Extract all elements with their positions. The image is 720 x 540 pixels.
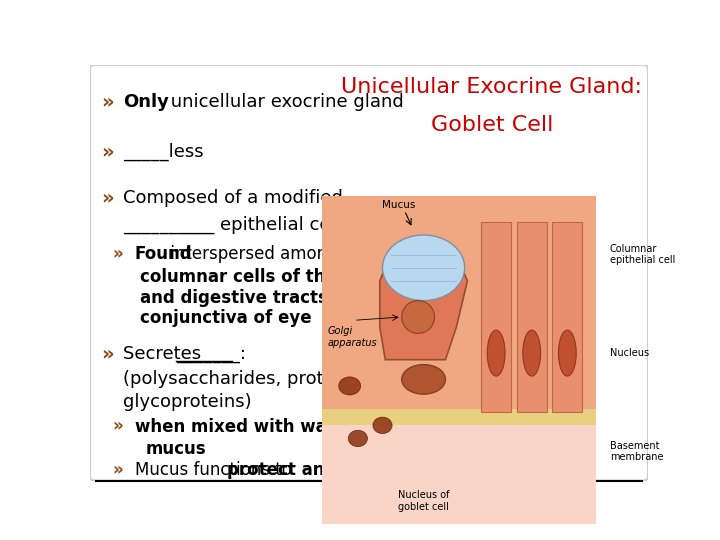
Ellipse shape [338, 377, 361, 395]
Ellipse shape [348, 430, 367, 447]
Bar [481, 222, 511, 412]
Text: Basement
membrane: Basement membrane [610, 441, 663, 462]
Text: mucus: mucus [145, 441, 207, 458]
Ellipse shape [487, 330, 505, 376]
Text: and digestive tracts and: and digestive tracts and [140, 289, 369, 307]
Text: »: » [101, 345, 114, 363]
Ellipse shape [402, 364, 446, 394]
Text: when mixed with water →: when mixed with water → [135, 417, 374, 436]
Text: »: » [112, 417, 123, 436]
Text: »: » [112, 245, 123, 263]
Text: Unicellular Exocrine Gland:: Unicellular Exocrine Gland: [341, 77, 642, 97]
Bar [323, 195, 596, 524]
Text: Nucleus: Nucleus [610, 348, 649, 358]
Text: »: » [101, 93, 114, 112]
Text: conjunctiva of eye: conjunctiva of eye [140, 309, 312, 327]
Ellipse shape [373, 417, 392, 434]
Text: Found: Found [135, 245, 192, 263]
Text: »: » [101, 143, 114, 161]
Text: Goblet Cell: Goblet Cell [431, 114, 553, 134]
Text: Mucus functions to: Mucus functions to [135, 461, 297, 479]
Text: unicellular exocrine gland: unicellular exocrine gland [166, 93, 404, 111]
Ellipse shape [523, 330, 541, 376]
Text: Columnar
epithelial cell: Columnar epithelial cell [610, 244, 675, 266]
Text: Only: Only [124, 93, 169, 111]
Text: »: » [112, 461, 123, 479]
Text: interspersed among the: interspersed among the [166, 245, 371, 263]
Polygon shape [379, 255, 467, 360]
Text: _____less: _____less [124, 143, 204, 161]
Text: Secretes: Secretes [124, 345, 207, 363]
Bar [323, 418, 596, 524]
Text: columnar cells of the respiratory: columnar cells of the respiratory [140, 268, 448, 286]
Ellipse shape [402, 301, 435, 333]
Text: Composed of a modified: Composed of a modified [124, 189, 343, 207]
Text: _______:: _______: [176, 345, 246, 363]
Text: »: » [101, 188, 114, 207]
Text: Mucus: Mucus [382, 200, 415, 211]
Ellipse shape [559, 330, 576, 376]
Bar [552, 222, 582, 412]
Ellipse shape [382, 235, 464, 301]
Text: __________ epithelial cell.: __________ epithelial cell. [124, 216, 347, 234]
Text: protect and: protect and [227, 461, 336, 479]
Text: (polysaccharides, proteins, and: (polysaccharides, proteins, and [124, 370, 407, 388]
FancyBboxPatch shape [90, 65, 648, 481]
Text: glycoproteins): glycoproteins) [124, 393, 252, 410]
Text: Golgi
apparatus: Golgi apparatus [328, 326, 377, 348]
Bar [323, 409, 596, 426]
Text: Nucleus of
goblet cell: Nucleus of goblet cell [398, 490, 449, 511]
Bar [517, 222, 546, 412]
